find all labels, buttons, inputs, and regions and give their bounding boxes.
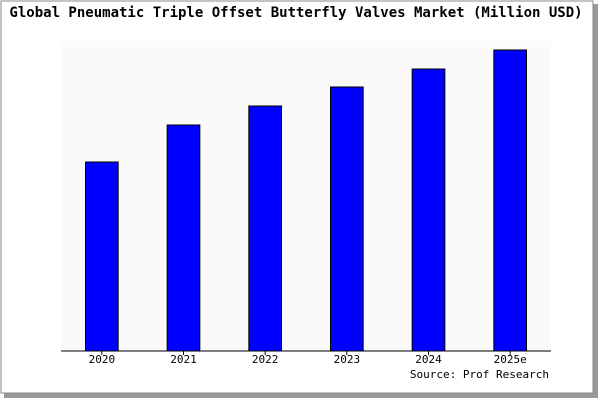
- x-tick-label: 2021: [170, 353, 197, 366]
- x-tick-label: 2024: [415, 353, 442, 366]
- x-tick-label: 2022: [252, 353, 279, 366]
- x-tick-label: 2023: [334, 353, 361, 366]
- x-tick-label: 2025e: [494, 353, 527, 366]
- chart-title: Global Pneumatic Triple Offset Butterfly…: [9, 5, 582, 21]
- bar: [85, 161, 119, 352]
- plot-area: [61, 41, 551, 351]
- bar: [330, 86, 364, 352]
- bar: [493, 49, 528, 352]
- bar: [166, 124, 201, 352]
- bar: [248, 105, 282, 352]
- x-tick-label: 2020: [89, 353, 116, 366]
- bar: [411, 68, 446, 352]
- source-note: Source: Prof Research: [410, 368, 549, 381]
